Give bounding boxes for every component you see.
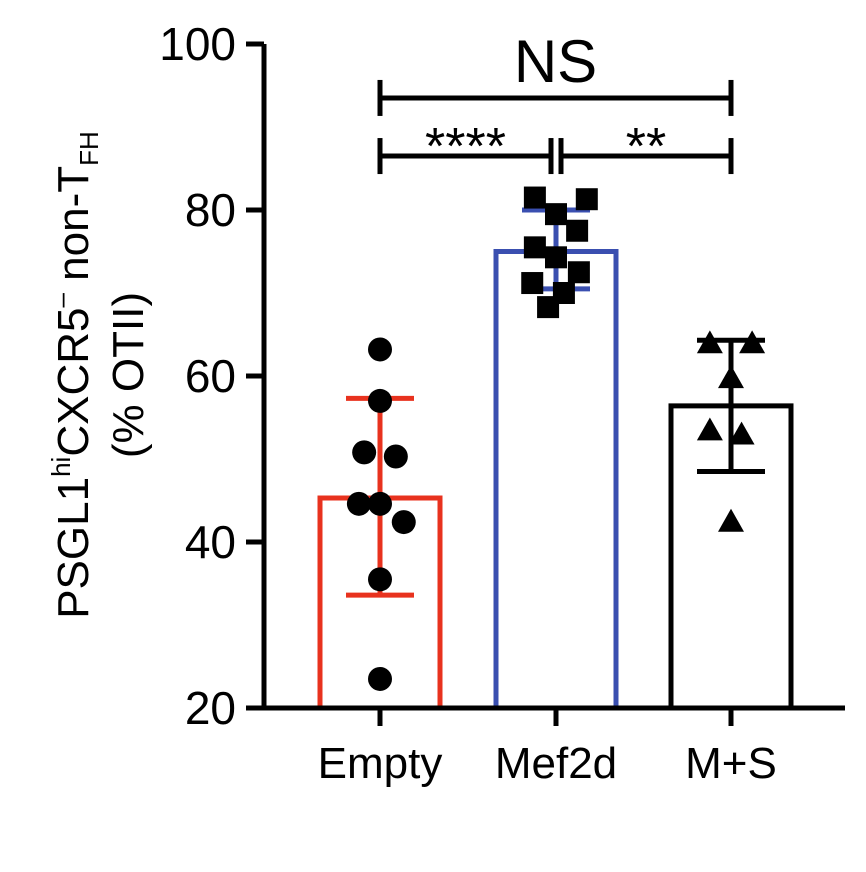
data-point: [523, 236, 546, 259]
significance-label: NS: [514, 28, 597, 95]
data-point: [368, 491, 392, 516]
data-point: [567, 261, 590, 284]
y-tick-label: 80: [185, 184, 236, 236]
y-axis-label-line2: (% OTII): [104, 292, 153, 458]
data-point: [523, 186, 546, 209]
data-point: [696, 330, 723, 354]
y-tick-label: 60: [185, 350, 236, 402]
data-point: [391, 510, 416, 535]
data-point: [368, 388, 392, 413]
x-tick-label: Empty: [318, 739, 443, 788]
x-tick-label: Mef2d: [495, 739, 617, 788]
axes-layer: 20 40 60 80 100 Empty Mef2d M+S: [159, 18, 845, 788]
data-point: [728, 421, 755, 445]
y-tick-label: 100: [159, 18, 236, 70]
data-point: [368, 666, 392, 691]
significance-label: ****: [425, 118, 506, 176]
data-point: [537, 296, 560, 319]
data-point: [352, 440, 377, 465]
data-point: [566, 219, 589, 242]
x-tick-label: M+S: [685, 739, 777, 788]
data-point: [521, 272, 544, 295]
data-point: [545, 203, 567, 226]
y-axis-label: PSGL1hiCXCR5– non-TFH (% OTII): [46, 131, 153, 619]
data-point: [739, 330, 766, 354]
y-axis-label-line1: PSGL1hiCXCR5– non-TFH: [46, 131, 104, 619]
significance-layer: NS**** **: [377, 28, 734, 176]
significance-label: **: [626, 118, 666, 176]
bar-mef2d: [493, 249, 619, 711]
data-point: [383, 444, 408, 469]
data-point: [718, 365, 744, 389]
data-point: [718, 508, 744, 532]
points-layer: [346, 186, 766, 691]
data-point: [346, 491, 371, 516]
data-point: [575, 188, 598, 211]
data-point: [368, 567, 392, 592]
data-point: [545, 246, 567, 269]
data-point: [696, 417, 723, 441]
y-tick-label: 40: [185, 516, 236, 568]
data-point: [368, 337, 392, 362]
bars-layer: [317, 249, 794, 711]
y-tick-label: 20: [185, 682, 236, 734]
